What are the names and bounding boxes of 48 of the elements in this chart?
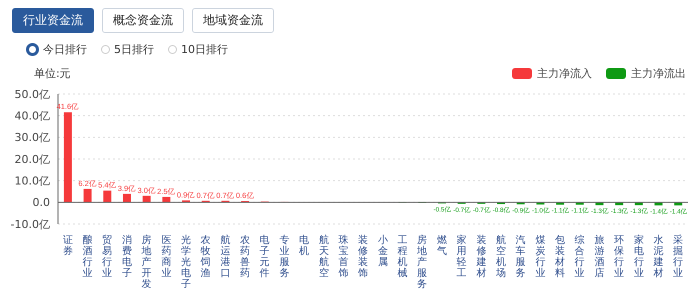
x-tick-label: 农药兽药 [240, 235, 250, 279]
x-tick-label: 采掘行业 [673, 234, 684, 279]
x-tick-label: 电机 [299, 234, 310, 257]
x-tick-label: 农牧饲渔 [200, 235, 211, 279]
x-tick-label: 消费电子 [122, 234, 132, 279]
x-tick-label: 综合行业 [574, 234, 585, 279]
x-tick-label: 包装材料 [554, 234, 566, 279]
y-axis-title: 单位:元 [34, 66, 71, 81]
x-tick-label: 装修装饰 [357, 234, 368, 279]
x-tick-label: 装修建材 [475, 234, 486, 279]
x-tick-label: 珠宝首饰 [337, 234, 348, 279]
x-tick-label: 光学光电子 [180, 234, 191, 290]
x-tick-label: 房地产服务 [416, 234, 428, 290]
y-tick-label: 0.0 [32, 196, 50, 210]
text: 今日排行 [43, 42, 87, 57]
x-tick-label: 医药商业 [161, 235, 172, 279]
text: 10日排行 [181, 42, 228, 57]
y-tick-label: 30.0亿 [14, 131, 50, 144]
x-tick-label: 专业服务 [279, 234, 290, 279]
x-tick-label: 小金属 [378, 234, 388, 268]
legend-label: 主力净流出 [631, 66, 686, 81]
x-tick-label: 证券 [62, 234, 73, 257]
x-tick-label: 航运港口 [220, 234, 230, 279]
x-tick-label: 贸易行业 [102, 234, 112, 279]
tab-button: 行业资金流 [12, 8, 94, 33]
y-tick-label: 20.0亿 [14, 152, 50, 166]
tab-button: 地域资金流 [192, 8, 274, 33]
y-tick-label: 50.0亿 [14, 88, 50, 101]
x-tick-label: 环保行业 [614, 235, 624, 279]
y-tick-label: -10.0亿 [10, 218, 50, 231]
x-tick-label: 航天航空 [318, 234, 329, 279]
x-tick-label: 工程机械 [398, 235, 408, 279]
text: 5日排行 [114, 42, 154, 57]
tab-button: 概念资金流 [102, 8, 184, 33]
x-tick-label: 旅游酒店 [594, 234, 604, 279]
x-tick-label: 燃气 [436, 234, 447, 257]
x-tick-label: 电子元件 [260, 234, 270, 279]
legend-label: 主力净流入 [537, 66, 592, 81]
x-tick-label: 水泥建材 [652, 234, 664, 279]
y-tick-label: 40.0亿 [14, 110, 50, 123]
x-tick-label: 汽车服务 [516, 234, 526, 279]
x-tick-label: 航空机场 [494, 234, 506, 279]
x-tick-label: 酿酒行业 [82, 234, 93, 279]
x-tick-label: 煤炭行业 [535, 234, 546, 279]
x-tick-label: 家电行业 [634, 234, 644, 279]
y-tick-label: 10.0亿 [14, 174, 50, 188]
x-tick-label: 房地产开发 [140, 234, 152, 290]
x-tick-label: 家用轻工 [456, 234, 467, 279]
